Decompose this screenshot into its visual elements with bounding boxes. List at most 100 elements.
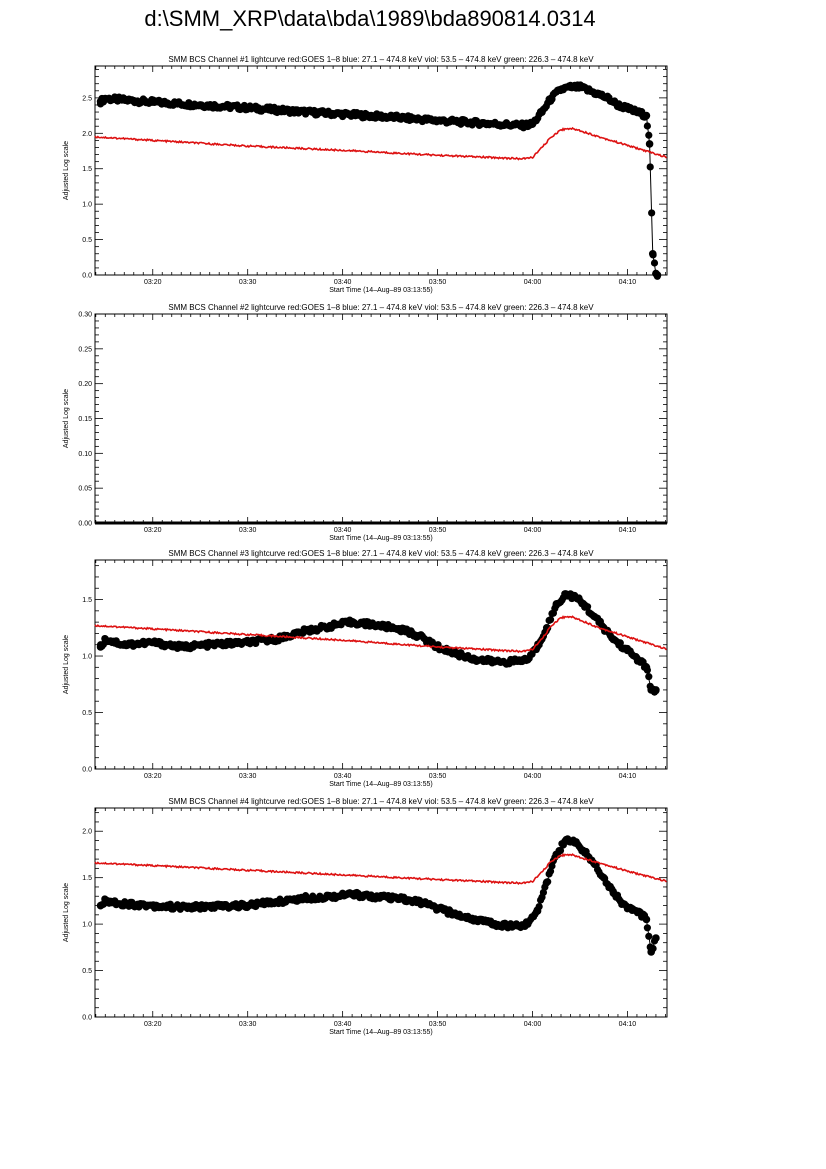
- data-point: [129, 96, 138, 105]
- data-point: [648, 249, 657, 258]
- data-point: [547, 94, 556, 102]
- data-point: [481, 119, 489, 128]
- x-tick-label: 03:30: [239, 279, 257, 286]
- data-point: [101, 635, 110, 643]
- data-point: [609, 635, 617, 643]
- data-point: [557, 85, 565, 94]
- data-point: [528, 120, 537, 128]
- data-point: [618, 899, 627, 908]
- x-tick-label: 03:50: [429, 527, 447, 534]
- data-point: [576, 83, 584, 92]
- data-point: [205, 902, 214, 911]
- data-point: [433, 904, 442, 913]
- data-point: [623, 104, 632, 113]
- page-title: d:\SMM_XRP\data\bda\1989\bda890814.0314: [144, 6, 596, 31]
- data-point: [367, 892, 375, 901]
- data-point: [300, 627, 309, 635]
- data-point: [585, 87, 594, 95]
- data-point: [177, 903, 186, 912]
- y-tick-label: 0.0: [82, 767, 92, 774]
- data-point: [652, 934, 660, 942]
- y-tick-label: 2.0: [82, 131, 92, 138]
- data-point: [367, 620, 375, 629]
- data-point: [561, 590, 570, 598]
- data-point: [291, 107, 299, 116]
- y-tick-label: 2.0: [82, 829, 92, 836]
- x-tick-label: 03:40: [334, 527, 352, 534]
- data-point: [110, 95, 119, 104]
- data-point: [300, 894, 309, 902]
- x-tick-label: 03:40: [334, 1021, 352, 1028]
- data-point: [519, 121, 527, 130]
- y-tick-label: 0.5: [82, 710, 92, 717]
- data-point: [509, 922, 518, 930]
- data-point: [599, 873, 608, 882]
- data-point: [471, 655, 480, 664]
- y-tick-label: 1.0: [82, 922, 92, 929]
- x-tick-label: 03:20: [144, 527, 162, 534]
- x-tick-label: 03:20: [144, 773, 162, 780]
- data-point: [96, 643, 105, 651]
- y-tick-label: 2.5: [82, 95, 92, 102]
- chart-panel-4: SMM BCS Channel #4 lightcurve red:GOES 1…: [63, 797, 668, 1036]
- data-point: [272, 898, 280, 906]
- data-point: [653, 271, 662, 279]
- data-point: [561, 836, 570, 845]
- y-tick-label: 0.0: [82, 1015, 92, 1022]
- goes-red-series-line: [94, 126, 668, 161]
- data-point: [148, 98, 157, 106]
- data-point: [623, 646, 632, 655]
- data-point: [348, 890, 356, 899]
- data-point: [571, 838, 580, 847]
- x-tick-label: 03:30: [239, 773, 257, 780]
- data-point: [196, 101, 205, 109]
- data-point: [120, 640, 129, 649]
- plot-frame: [94, 559, 668, 770]
- x-tick-label: 03:20: [144, 279, 162, 286]
- y-tick-label: 1.5: [82, 166, 92, 173]
- data-point: [633, 654, 641, 663]
- data-point: [647, 948, 655, 956]
- data-point: [509, 657, 518, 666]
- data-point: [120, 899, 129, 908]
- x-tick-label: 04:10: [619, 279, 637, 286]
- data-point: [571, 593, 580, 602]
- data-point: [538, 108, 546, 116]
- data-point: [590, 612, 599, 621]
- chart-panel-3: SMM BCS Channel #3 lightcurve red:GOES 1…: [63, 549, 668, 788]
- chart-panel-1: SMM BCS Channel #1 lightcurve red:GOES 1…: [63, 55, 668, 294]
- data-point: [452, 649, 461, 658]
- data-point: [595, 90, 603, 99]
- data-point: [609, 887, 617, 896]
- data-point: [642, 915, 651, 924]
- x-tick-label: 03:50: [429, 279, 447, 286]
- data-point: [633, 108, 641, 116]
- x-tick-label: 04:00: [524, 1021, 542, 1028]
- data-point: [395, 625, 404, 633]
- data-point: [552, 601, 561, 609]
- y-axis-label: Adjusted Log scale: [63, 635, 70, 694]
- data-point: [604, 94, 613, 103]
- y-tick-label: 1.5: [82, 875, 92, 882]
- chart-title: SMM BCS Channel #3 lightcurve red:GOES 1…: [168, 549, 594, 558]
- goes-red-series-line: [94, 615, 668, 654]
- data-point: [642, 663, 651, 672]
- data-point: [652, 686, 660, 694]
- x-axis-label: Start Time (14–Aug–89 03:13:55): [329, 781, 433, 788]
- data-point: [148, 638, 157, 647]
- y-tick-label: 0.05: [78, 486, 92, 493]
- x-axis-label: Start Time (14–Aug–89 03:13:55): [329, 1029, 433, 1036]
- data-point: [101, 897, 110, 905]
- chart-title: SMM BCS Channel #4 lightcurve red:GOES 1…: [168, 797, 594, 806]
- goes-red-series-line: [94, 852, 667, 886]
- bcs-series-line: [100, 593, 656, 691]
- data-point: [329, 892, 337, 901]
- data-point: [243, 901, 252, 910]
- x-tick-label: 03:40: [334, 773, 352, 780]
- plot-frame: [94, 313, 668, 524]
- data-point: [490, 657, 499, 666]
- x-tick-label: 04:00: [524, 527, 542, 534]
- y-tick-label: 0.0: [82, 273, 92, 280]
- data-point: [523, 655, 532, 664]
- y-tick-label: 0.20: [78, 381, 92, 388]
